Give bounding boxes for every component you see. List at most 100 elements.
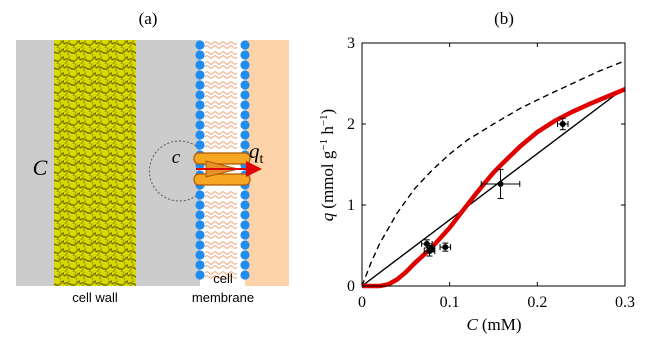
plot-frame [361, 42, 626, 287]
lipid-head [240, 260, 250, 270]
series-line-2 [361, 86, 626, 287]
lipid-head [240, 80, 250, 90]
series-line-1 [361, 60, 626, 287]
lipid-tail [204, 195, 238, 199]
lipid-head [240, 140, 250, 150]
lipid-tail [204, 221, 238, 225]
lipid-tail [204, 265, 238, 269]
lipid-tail [204, 111, 238, 115]
lipid-tail [204, 45, 238, 49]
cell-wall-label: cell wall [72, 290, 118, 305]
lipid-tail [204, 141, 238, 145]
x-tick-label: 0 [358, 294, 366, 311]
lipid-tail [204, 135, 238, 139]
y-tick-label: 0 [347, 278, 355, 295]
panel-b-label: (b) [494, 9, 514, 28]
lipid-head [240, 200, 250, 210]
series-line-3 [362, 87, 626, 289]
lipid-tail [204, 251, 238, 255]
lipid-tail [204, 235, 238, 239]
lipid-head [240, 100, 250, 110]
lipid-head [195, 140, 205, 150]
lipid-head [240, 210, 250, 220]
membrane-lipid-tails [204, 41, 238, 279]
y-axis-label: q(mmol g−1 h−1) [318, 109, 337, 221]
cytoplasm [245, 40, 289, 286]
lipid-head [195, 40, 205, 50]
y-tick-label: 2 [347, 116, 355, 133]
lipid-tail [204, 205, 238, 209]
y-tick-label: 3 [347, 35, 355, 52]
y-tick-label: 1 [347, 197, 355, 214]
lipid-head [240, 40, 250, 50]
cell-wall [54, 40, 136, 286]
data-marker [442, 244, 449, 251]
lipid-head [240, 120, 250, 130]
membrane-label-line2: membrane [192, 290, 254, 305]
lipid-tail [204, 255, 238, 259]
panel-b-chart: (b) 0 0.1 0.2 0.3 0 1 2 3 C (mM) q(mmol g−1 h−1) [300, 0, 654, 345]
points-group [421, 117, 569, 257]
external-concentration-symbol: C [33, 155, 48, 180]
lipid-head [240, 60, 250, 70]
lipid-tail [204, 215, 238, 219]
lipid-head [240, 90, 250, 100]
lipid-head [195, 260, 205, 270]
lipid-tail [204, 211, 238, 215]
data-point [427, 245, 436, 253]
lipid-tail [204, 71, 238, 75]
lipid-head [240, 50, 250, 60]
lipid-tail [204, 115, 238, 119]
lipid-tail [204, 95, 238, 99]
data-point [439, 242, 452, 252]
lipid-head [195, 200, 205, 210]
membrane-label-line1: cell [213, 271, 233, 286]
data-point [556, 117, 569, 131]
lipid-tail [204, 65, 238, 69]
lipid-head [195, 270, 205, 280]
lipid-tail [204, 61, 238, 65]
lipid-head [240, 250, 250, 260]
internal-concentration-symbol: c [172, 147, 181, 168]
lipid-tail [204, 41, 238, 45]
lipid-tail [204, 261, 238, 265]
lipid-head [195, 210, 205, 220]
lipid-head [195, 130, 205, 140]
lipid-head [195, 230, 205, 240]
schematic-svg: (a) C c qt cell wall cell membrane [16, 9, 289, 305]
lipid-tail [204, 201, 238, 205]
lipid-head [195, 110, 205, 120]
x-tick-label: 0.2 [527, 294, 547, 311]
lipid-head [195, 240, 205, 250]
lipid-tail [204, 191, 238, 195]
lipid-head [195, 70, 205, 80]
lipid-tail [204, 75, 238, 79]
lipid-head [240, 220, 250, 230]
x-axis-label: C (mM) [466, 315, 521, 334]
x-tick-label: 0.3 [615, 294, 635, 311]
lipid-tail [204, 105, 238, 109]
data-marker [428, 245, 435, 252]
lipid-tail [204, 245, 238, 249]
lipid-tail [204, 271, 238, 275]
lipid-tail [204, 85, 238, 89]
lipid-tail [204, 231, 238, 235]
lipid-head [240, 110, 250, 120]
lipid-tail [204, 225, 238, 229]
flux-symbol: qt [249, 139, 264, 167]
lipid-head [195, 60, 205, 70]
lipid-tail [204, 101, 238, 105]
lipid-head [195, 190, 205, 200]
data-point [480, 168, 521, 200]
lipid-head [195, 220, 205, 230]
lipid-head [195, 90, 205, 100]
lipid-tail [204, 121, 238, 125]
ticks-group: 0 0.1 0.2 0.3 0 1 2 3 [347, 35, 635, 311]
data-marker [559, 121, 566, 127]
chart-svg: (b) 0 0.1 0.2 0.3 0 1 2 3 C (mM) q(mmol g−1 h−1) [318, 9, 635, 334]
lipid-head [195, 250, 205, 260]
lipid-tail [204, 91, 238, 95]
lipid-head [195, 80, 205, 90]
local-concentration-region [148, 140, 197, 202]
lipid-tail [204, 81, 238, 85]
